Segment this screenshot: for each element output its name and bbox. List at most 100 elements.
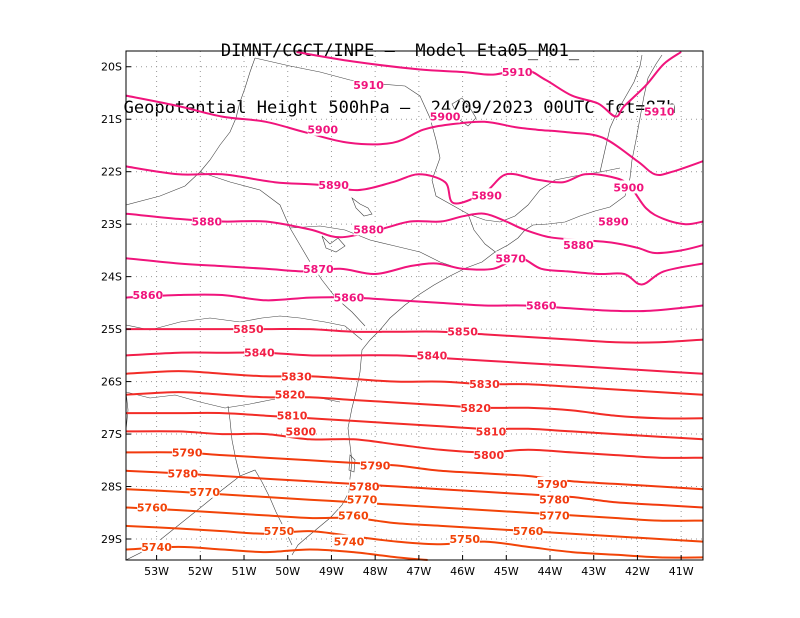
- lon-tick-label: 47W: [406, 565, 431, 578]
- contour-label: 5900: [307, 124, 338, 137]
- contour-label-bg: [539, 508, 570, 522]
- lon-tick-label: 50W: [275, 565, 300, 578]
- contour-line: [125, 370, 704, 396]
- height-contours: [125, 51, 704, 561]
- contour-label-bg: [416, 348, 447, 362]
- state-border: [199, 171, 291, 229]
- lat-tick-label: 23S: [101, 218, 122, 231]
- lon-tick-label: 43W: [581, 565, 606, 578]
- state-border: [254, 57, 621, 223]
- contour-label: 5810: [277, 410, 308, 423]
- state-border: [599, 54, 643, 173]
- contour-label: 5760: [137, 502, 168, 515]
- contour-label-bg: [495, 251, 526, 265]
- contour-label-bg: [460, 400, 491, 414]
- contour-label-bg: [318, 177, 349, 191]
- coastline: [291, 54, 663, 556]
- lon-tick-label: 46W: [450, 565, 475, 578]
- state-border: [125, 391, 341, 409]
- contour-line: [125, 94, 704, 176]
- state-border: [289, 227, 366, 327]
- contour-label: 5740: [334, 536, 365, 549]
- lat-tick-label: 28S: [101, 481, 122, 494]
- contour-label-bg: [475, 424, 506, 438]
- contour-label: 5860: [133, 289, 164, 302]
- contour-label-bg: [430, 109, 461, 123]
- contour-label: 5820: [275, 389, 306, 402]
- state-border: [125, 315, 363, 341]
- contour-label: 5800: [286, 425, 317, 438]
- lon-tick-label: 51W: [232, 565, 257, 578]
- contour-label-bg: [644, 104, 675, 118]
- contour-label: 5740: [141, 541, 172, 554]
- contour-label-bg: [537, 476, 568, 490]
- contour-label: 5880: [353, 223, 384, 236]
- lat-tick-label: 22S: [101, 166, 122, 179]
- contour-line: [125, 430, 704, 459]
- contour-label: 5880: [192, 216, 223, 229]
- contour-label-bg: [141, 539, 172, 553]
- contour-label-bg: [137, 500, 168, 514]
- contour-line: [125, 524, 704, 559]
- lon-tick-label: 45W: [494, 565, 519, 578]
- map-frame: [125, 50, 704, 561]
- contour-label-bg: [333, 534, 364, 548]
- contour-label-bg: [473, 448, 504, 462]
- contour-label: 5850: [233, 323, 264, 336]
- contour-label-bg: [263, 524, 294, 538]
- lat-tick-label: 27S: [101, 428, 122, 441]
- contour-line: [125, 506, 704, 543]
- contour-label: 5800: [473, 449, 504, 462]
- lon-tick-label: 53W: [144, 565, 169, 578]
- contour-label: 5870: [303, 263, 334, 276]
- contour-label-bg: [303, 261, 334, 275]
- contour-label-bg: [353, 222, 384, 236]
- contour-label: 5770: [539, 509, 570, 522]
- contour-label-bg: [502, 64, 533, 78]
- contour-label: 5770: [347, 494, 378, 507]
- contour-label: 5870: [495, 252, 526, 265]
- contour-label: 5760: [338, 509, 369, 522]
- contour-labels: 5910 5910 5910 5900 5900 5900 5890 5890 5890 5880…: [132, 64, 675, 554]
- contour-label: 5760: [513, 525, 544, 538]
- contour-label-bg: [274, 387, 305, 401]
- contour-label-bg: [132, 288, 163, 302]
- contour-line: [296, 51, 682, 118]
- contour-label: 5780: [539, 494, 570, 507]
- contour-label-bg: [189, 484, 220, 498]
- contour-label-bg: [539, 492, 570, 506]
- contour-label-bg: [349, 479, 380, 493]
- contour-line: [125, 351, 704, 375]
- state-border: [227, 405, 241, 477]
- contour-label-bg: [447, 324, 478, 338]
- contour-label-bg: [281, 369, 312, 383]
- contour-label: 5910: [353, 79, 384, 92]
- lon-tick-label: 49W: [319, 565, 344, 578]
- lagoon: [321, 235, 346, 253]
- contour-label: 5840: [244, 347, 275, 360]
- lat-tick-label: 21S: [101, 113, 122, 126]
- lat-tick-label: 24S: [101, 271, 122, 284]
- lat-tick-label: 25S: [101, 323, 122, 336]
- contour-line: [125, 212, 704, 255]
- contour-label: 5810: [476, 425, 507, 438]
- contour-label: 5790: [360, 460, 391, 473]
- lat-tick-label: 20S: [101, 61, 122, 74]
- contour-label-bg: [563, 238, 594, 252]
- contour-label-bg: [360, 458, 391, 472]
- lon-tick-label: 42W: [625, 565, 650, 578]
- contour-label-bg: [513, 524, 544, 538]
- contour-label-bg: [526, 298, 557, 312]
- contour-label: 5900: [613, 181, 644, 194]
- state-border: [467, 213, 499, 255]
- contour-line: [125, 488, 704, 522]
- lat-tick-label: 29S: [101, 533, 122, 546]
- contour-label-bg: [285, 424, 316, 438]
- contour-line: [125, 391, 704, 420]
- state-border: [125, 57, 256, 206]
- contour-label-bg: [244, 345, 275, 359]
- contour-label-bg: [613, 180, 644, 194]
- contour-label: 5830: [469, 378, 500, 391]
- contour-label: 5850: [447, 326, 478, 339]
